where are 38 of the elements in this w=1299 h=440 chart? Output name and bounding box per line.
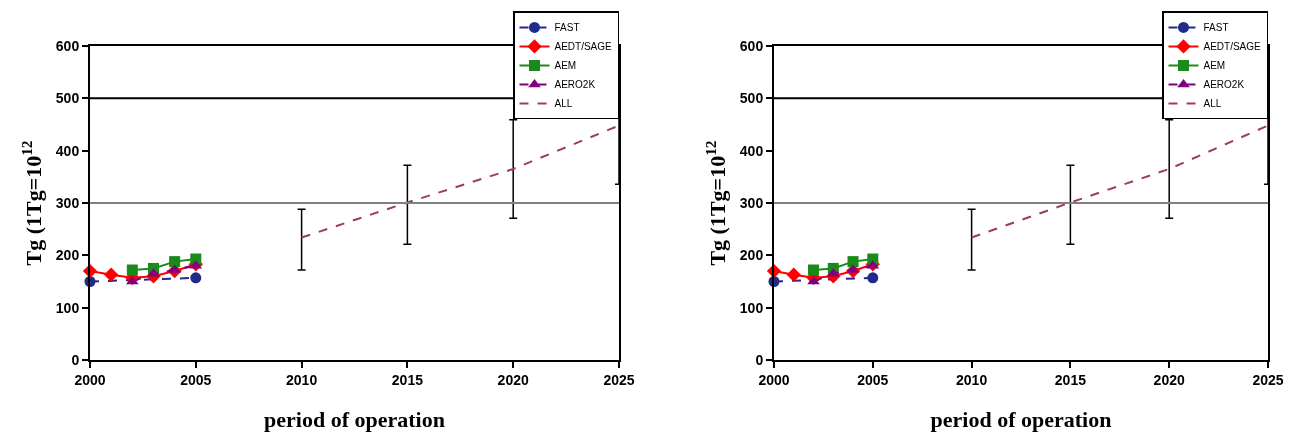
legend-label: FAST — [554, 22, 580, 34]
x-tick-label: 2020 — [1153, 371, 1185, 388]
y-tick-label: 300 — [739, 194, 764, 211]
x-axis-title: period of operation — [930, 407, 1112, 433]
x-tick-label: 2000 — [758, 371, 790, 388]
legend-label: AERO2K — [1203, 79, 1245, 91]
y-tick-label: 100 — [739, 299, 764, 316]
y-tick-label: 400 — [739, 142, 764, 159]
y-tick-label: 600 — [739, 37, 764, 54]
x-axis-title: period of operation — [264, 407, 445, 433]
x-tick-label: 2015 — [391, 371, 424, 388]
legend-label: ALL — [554, 98, 573, 110]
x-tick-label: 2025 — [603, 371, 635, 388]
y-tick-label: 200 — [739, 247, 764, 264]
legend-label: AEM — [554, 60, 577, 72]
x-tick-label: 2005 — [857, 371, 889, 388]
x-tick-label: 2025 — [1252, 371, 1284, 388]
legend-label: ALL — [1203, 98, 1222, 110]
y-tick-label: 500 — [739, 90, 764, 107]
legend-label: FAST — [1203, 22, 1229, 34]
legend-label: AEDT/SAGE — [554, 41, 613, 53]
y-tick-label: 400 — [55, 142, 80, 159]
x-tick-label: 2020 — [497, 371, 529, 388]
y-tick-label: 200 — [55, 247, 80, 264]
x-tick-label: 2015 — [1054, 371, 1087, 388]
legend-label: AEDT/SAGE — [1203, 41, 1262, 53]
legend-label: AERO2K — [554, 79, 596, 91]
y-tick-label: 0 — [71, 351, 80, 368]
x-tick-label: 2000 — [74, 371, 106, 388]
y-tick-label: 300 — [55, 194, 80, 211]
x-tick-label: 2005 — [180, 371, 212, 388]
y-tick-label: 600 — [55, 37, 80, 54]
y-tick-label: 100 — [55, 299, 80, 316]
legend-label: AEM — [1203, 60, 1226, 72]
y-tick-label: 0 — [755, 351, 764, 368]
x-tick-label: 2010 — [286, 371, 318, 388]
x-tick-label: 2010 — [956, 371, 988, 388]
y-tick-label: 500 — [55, 90, 80, 107]
